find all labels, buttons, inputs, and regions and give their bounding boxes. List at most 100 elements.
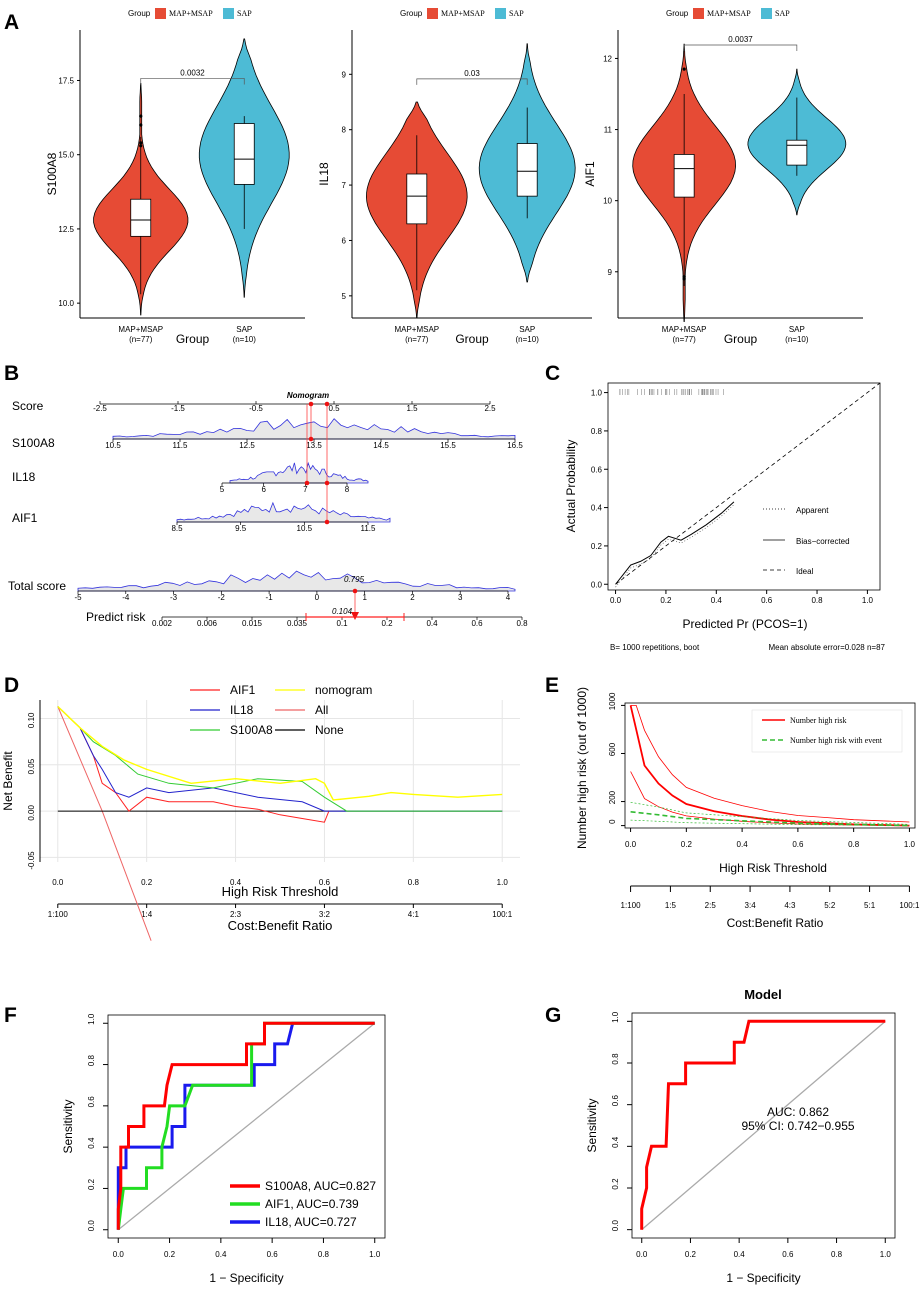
cost-benefit-label: 100:1 [899,901,920,910]
x-category-label: SAP [236,325,252,334]
y-tick-label: 0.05 [27,758,36,774]
x-tick-label: 0.0 [625,840,637,849]
legend-label: Apparent [796,506,829,515]
legend-swatch-sap [761,8,772,19]
x-tick-label: 0.8 [811,596,823,605]
y-tick-label: 9 [342,70,347,79]
nomogram-tick-label: 11.5 [361,524,377,533]
y-tick-label: 11 [604,126,613,135]
y-tick-label: 9 [608,268,613,277]
legend-label: MAP+MSAP [441,9,485,18]
y-tick-label: 1.0 [611,1011,620,1023]
cost-benefit-label: 1:5 [665,901,677,910]
y-tick-label: -0.05 [27,851,36,870]
nomogram-tick-label: 1 [362,593,367,602]
panel-e-clinical-impact: 0 200 600 1000 0.0 0.2 0.4 0.6 0.8 1.0 High Risk T… [575,687,920,930]
y-tick-label: 0 [608,819,617,824]
p-value-label: 0.0037 [728,35,753,44]
roc-frame [631,1012,896,1239]
x-category-label: SAP [519,325,535,334]
legend-label: AIF1, AUC=0.739 [265,1197,359,1211]
nomogram-title: Nomogram [287,391,329,400]
x-category-label: MAP+MSAP [118,325,163,334]
y-tick-label: 7 [342,181,347,190]
ideal-line [615,382,881,585]
nomogram-tick-label: -4 [122,593,130,602]
cost-benefit-title: Cost:Benefit Ratio [727,916,824,930]
event-lower [630,819,910,826]
cost-benefit-label: 4:3 [784,901,796,910]
nomogram-density [112,418,516,440]
x-tick-label: 0.6 [319,878,331,887]
nomogram-row-label: Total score [8,579,66,593]
nomogram-point [324,519,330,525]
calibration-frame [607,382,881,591]
y-tick-label: 0.2 [87,1178,96,1190]
x-category-n: (n=77) [129,335,153,344]
nomogram-point [304,480,310,486]
legend-box [751,709,903,753]
legend-swatch-sap [495,8,506,19]
panel-label-b: B [4,362,19,385]
cost-benefit-label: 3:4 [745,901,757,910]
violin-x-title: Group [724,332,758,346]
y-axis-title: Net Benefit [1,751,15,811]
risk-value: 0.104 [332,607,353,616]
x-tick-label: 0.6 [792,840,804,849]
risk-marker [351,612,359,620]
y-tick-label: 15.0 [58,151,74,160]
x-tick-label: 0.4 [711,596,723,605]
nomogram-tick-label: 4 [506,593,511,602]
y-tick-label: 0.0 [591,580,603,589]
bias-corrected-line [615,501,735,585]
nomogram-tick-label: 0.035 [287,619,308,628]
panel-c-calibration: 0.0 0.0 0.2 0.2 0.4 0.4 0.6 0.6 0.8 0.8 1.0 1.0 Pred… [564,382,886,652]
box-outlier [139,144,143,148]
x-tick-label: 0.6 [761,596,773,605]
legend-title: Group [128,9,151,18]
box-iqr [406,173,428,225]
y-axis-title: Sensitivity [585,1098,599,1152]
cost-benefit-label: 5:1 [864,901,876,910]
high-risk-lower [630,771,910,826]
panel-f-roc: 0.0 0.0 0.2 0.2 0.4 0.4 0.6 0.6 0.8 0.8 1.0 1.0 1 − … [61,1013,386,1285]
y-axis-title: Actual Probability [564,440,578,533]
roc-curve [116,1021,375,1230]
violin-y-label: IL18 [317,162,331,186]
nomogram-tick-label: 14.5 [373,441,389,450]
nomogram-tick-label: 5 [220,485,225,494]
nomogram-tick-label: 3 [458,593,463,602]
x-category-label: MAP+MSAP [662,325,707,334]
y-tick-label: 17.5 [58,76,74,85]
x-category-n: (n=10) [233,335,257,344]
nomogram-tick-label: 0.6 [471,619,483,628]
nomogram-row-label: S100A8 [12,436,55,450]
x-tick-label: 1.0 [369,1250,381,1259]
roc-title: Model [744,987,782,1002]
x-tick-label: 0.4 [230,878,242,887]
y-tick-label: 0.4 [87,1137,96,1149]
nomogram-tick-label: 1.5 [406,404,418,413]
nomogram-density [176,501,391,523]
x-tick-label: 0.0 [610,596,622,605]
nomogram-point [352,588,358,594]
ci-annotation: 95% CI: 0.742−0.955 [741,1119,854,1133]
nomogram-tick-label: -0.5 [249,404,263,413]
x-tick-label: 0.2 [685,1250,697,1259]
nomogram-point [324,401,330,407]
y-axis-title: Number high risk (out of 1000) [575,687,589,849]
cost-benefit-label: 2:3 [230,910,242,919]
impact-frame [624,702,916,829]
nomogram-tick-label: 0.006 [197,619,218,628]
nomogram-tick-label: 0.1 [336,619,348,628]
nomogram-tick-label: 10.5 [297,524,313,533]
roc-diagonal [117,1022,376,1231]
y-tick-label: 12.5 [58,225,74,234]
dca-line-s100a8 [57,706,503,812]
nomogram-tick-label: 8 [345,485,350,494]
cost-benefit-label: 100:1 [492,910,513,919]
legend-title: Group [666,9,689,18]
panel-g-roc-model: 0.0 0.0 0.2 0.2 0.4 0.4 0.6 0.6 0.8 0.8 1.0 1.0 1 − … [585,987,896,1285]
nomogram-row-label: IL18 [12,470,36,484]
